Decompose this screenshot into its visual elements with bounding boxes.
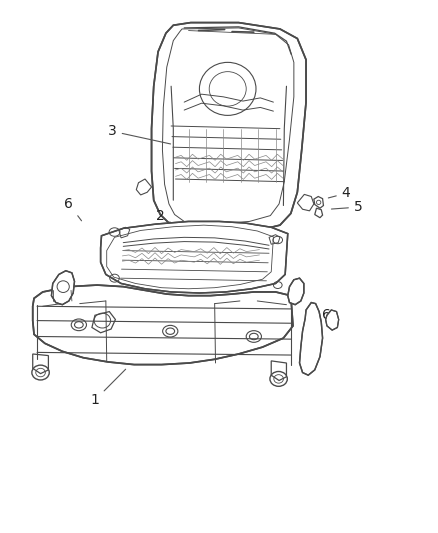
Text: 6: 6 [64,197,81,221]
Polygon shape [288,278,304,305]
Text: 2: 2 [156,209,188,233]
Text: 6: 6 [316,308,332,330]
Polygon shape [33,285,293,365]
Polygon shape [101,221,288,293]
Polygon shape [152,22,306,232]
Text: 5: 5 [332,200,363,214]
Text: 3: 3 [108,124,170,144]
Polygon shape [325,310,339,330]
Text: 4: 4 [328,187,350,200]
Text: 1: 1 [91,369,126,407]
Polygon shape [51,271,74,305]
Polygon shape [300,303,322,375]
